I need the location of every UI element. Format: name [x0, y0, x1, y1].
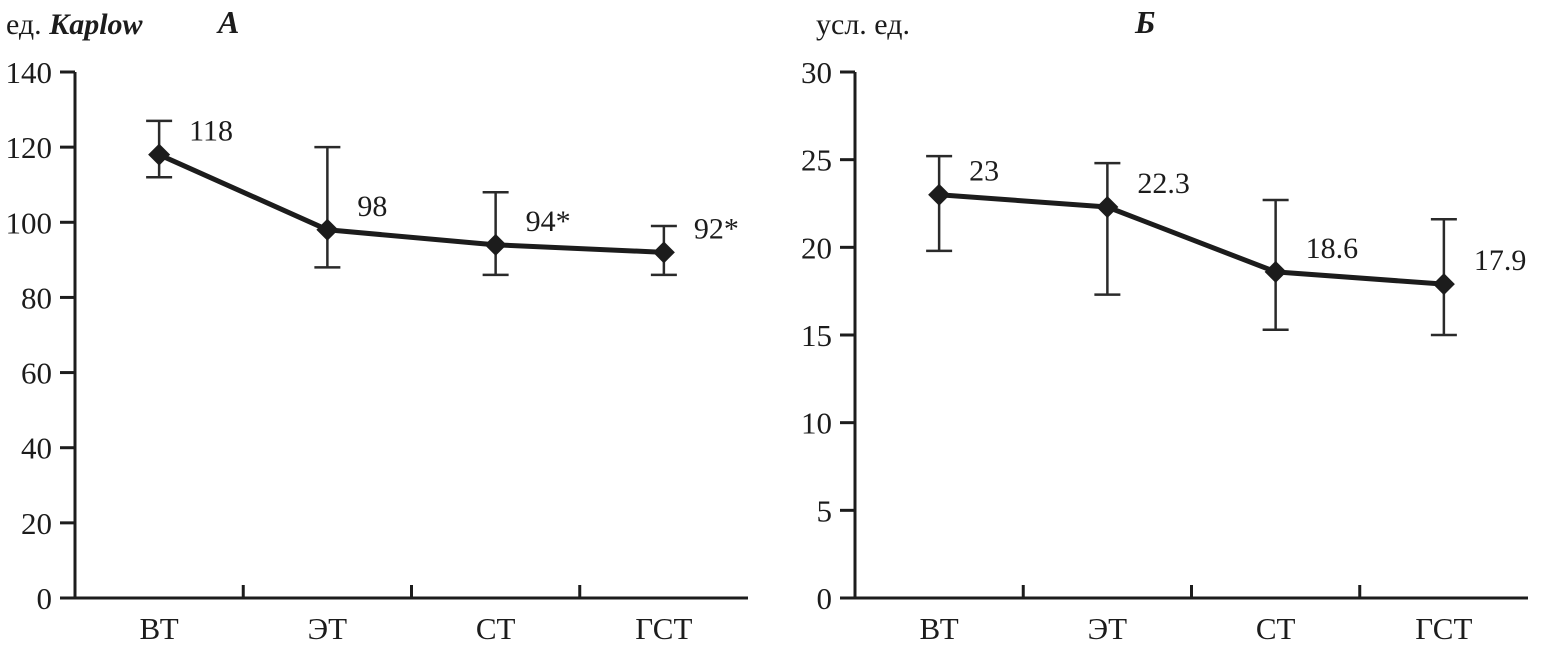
y-tick-label: 15 [801, 318, 832, 353]
x-category-label: СТ [1256, 611, 1296, 646]
x-category-label: ВТ [920, 611, 959, 646]
point-value-label: 94* [526, 205, 571, 238]
x-category-label: ГСТ [1415, 611, 1472, 646]
y-tick-label: 25 [801, 143, 832, 178]
y-tick-label: 20 [21, 506, 52, 541]
y-tick-label: 30 [801, 55, 832, 90]
y-tick-label: 0 [37, 581, 53, 616]
x-category-label: СТ [476, 611, 516, 646]
data-point-marker [652, 241, 675, 264]
y-tick-label: 5 [817, 493, 833, 528]
chart-panel-b: 0 5 10 15 20 25 30 ВТ ЭТ СТ ГСТ 23 22.3 18.6 17.9 [801, 55, 1528, 646]
y-tick-label: 60 [21, 356, 52, 391]
data-point-marker [484, 233, 507, 256]
panel-b-unit-text: усл. ед. [816, 8, 910, 41]
y-tick-label: 40 [21, 431, 52, 466]
panel-b-title: Б [1135, 4, 1156, 40]
y-tick-label: 20 [801, 230, 832, 265]
x-category-label: ЭТ [308, 611, 347, 646]
x-category-label: ВТ [140, 611, 179, 646]
data-point-marker [1432, 273, 1455, 296]
y-tick-label: 0 [817, 581, 833, 616]
point-value-label: 17.9 [1474, 244, 1527, 277]
data-line [938, 192, 1445, 287]
chart-panel-a: 0 20 40 60 80 100 120 140 ВТ ЭТ СТ ГСТ 118 98 94* 92* [6, 55, 748, 646]
data-point-marker [148, 143, 171, 166]
point-value-label: 18.6 [1306, 232, 1359, 265]
data-line [158, 152, 664, 255]
point-value-label: 98 [357, 190, 387, 223]
point-value-label: 92* [694, 212, 739, 245]
data-point-marker [1264, 260, 1287, 283]
y-tick-label: 10 [801, 406, 832, 441]
data-point-marker [928, 183, 951, 206]
x-category-label: ГСТ [635, 611, 692, 646]
panel-b-unit-label: усл. ед. [816, 8, 910, 42]
panel-a-title: А [218, 4, 240, 40]
y-tick-label: 140 [6, 55, 53, 90]
panel-a-unit-italic-text: Kaplow [49, 8, 143, 41]
point-value-label: 118 [189, 115, 233, 148]
data-point-marker [316, 218, 339, 241]
y-tick-label: 100 [6, 205, 53, 240]
y-tick-label: 80 [21, 280, 52, 315]
data-point-marker [1096, 196, 1119, 219]
point-value-label: 22.3 [1137, 167, 1190, 200]
y-tick-label: 120 [6, 130, 53, 165]
panel-a-unit-label: ед. Kaplow [6, 8, 143, 42]
x-category-label: ЭТ [1088, 611, 1127, 646]
point-value-label: 23 [969, 155, 999, 188]
panel-a-unit-text: ед. [6, 8, 42, 41]
